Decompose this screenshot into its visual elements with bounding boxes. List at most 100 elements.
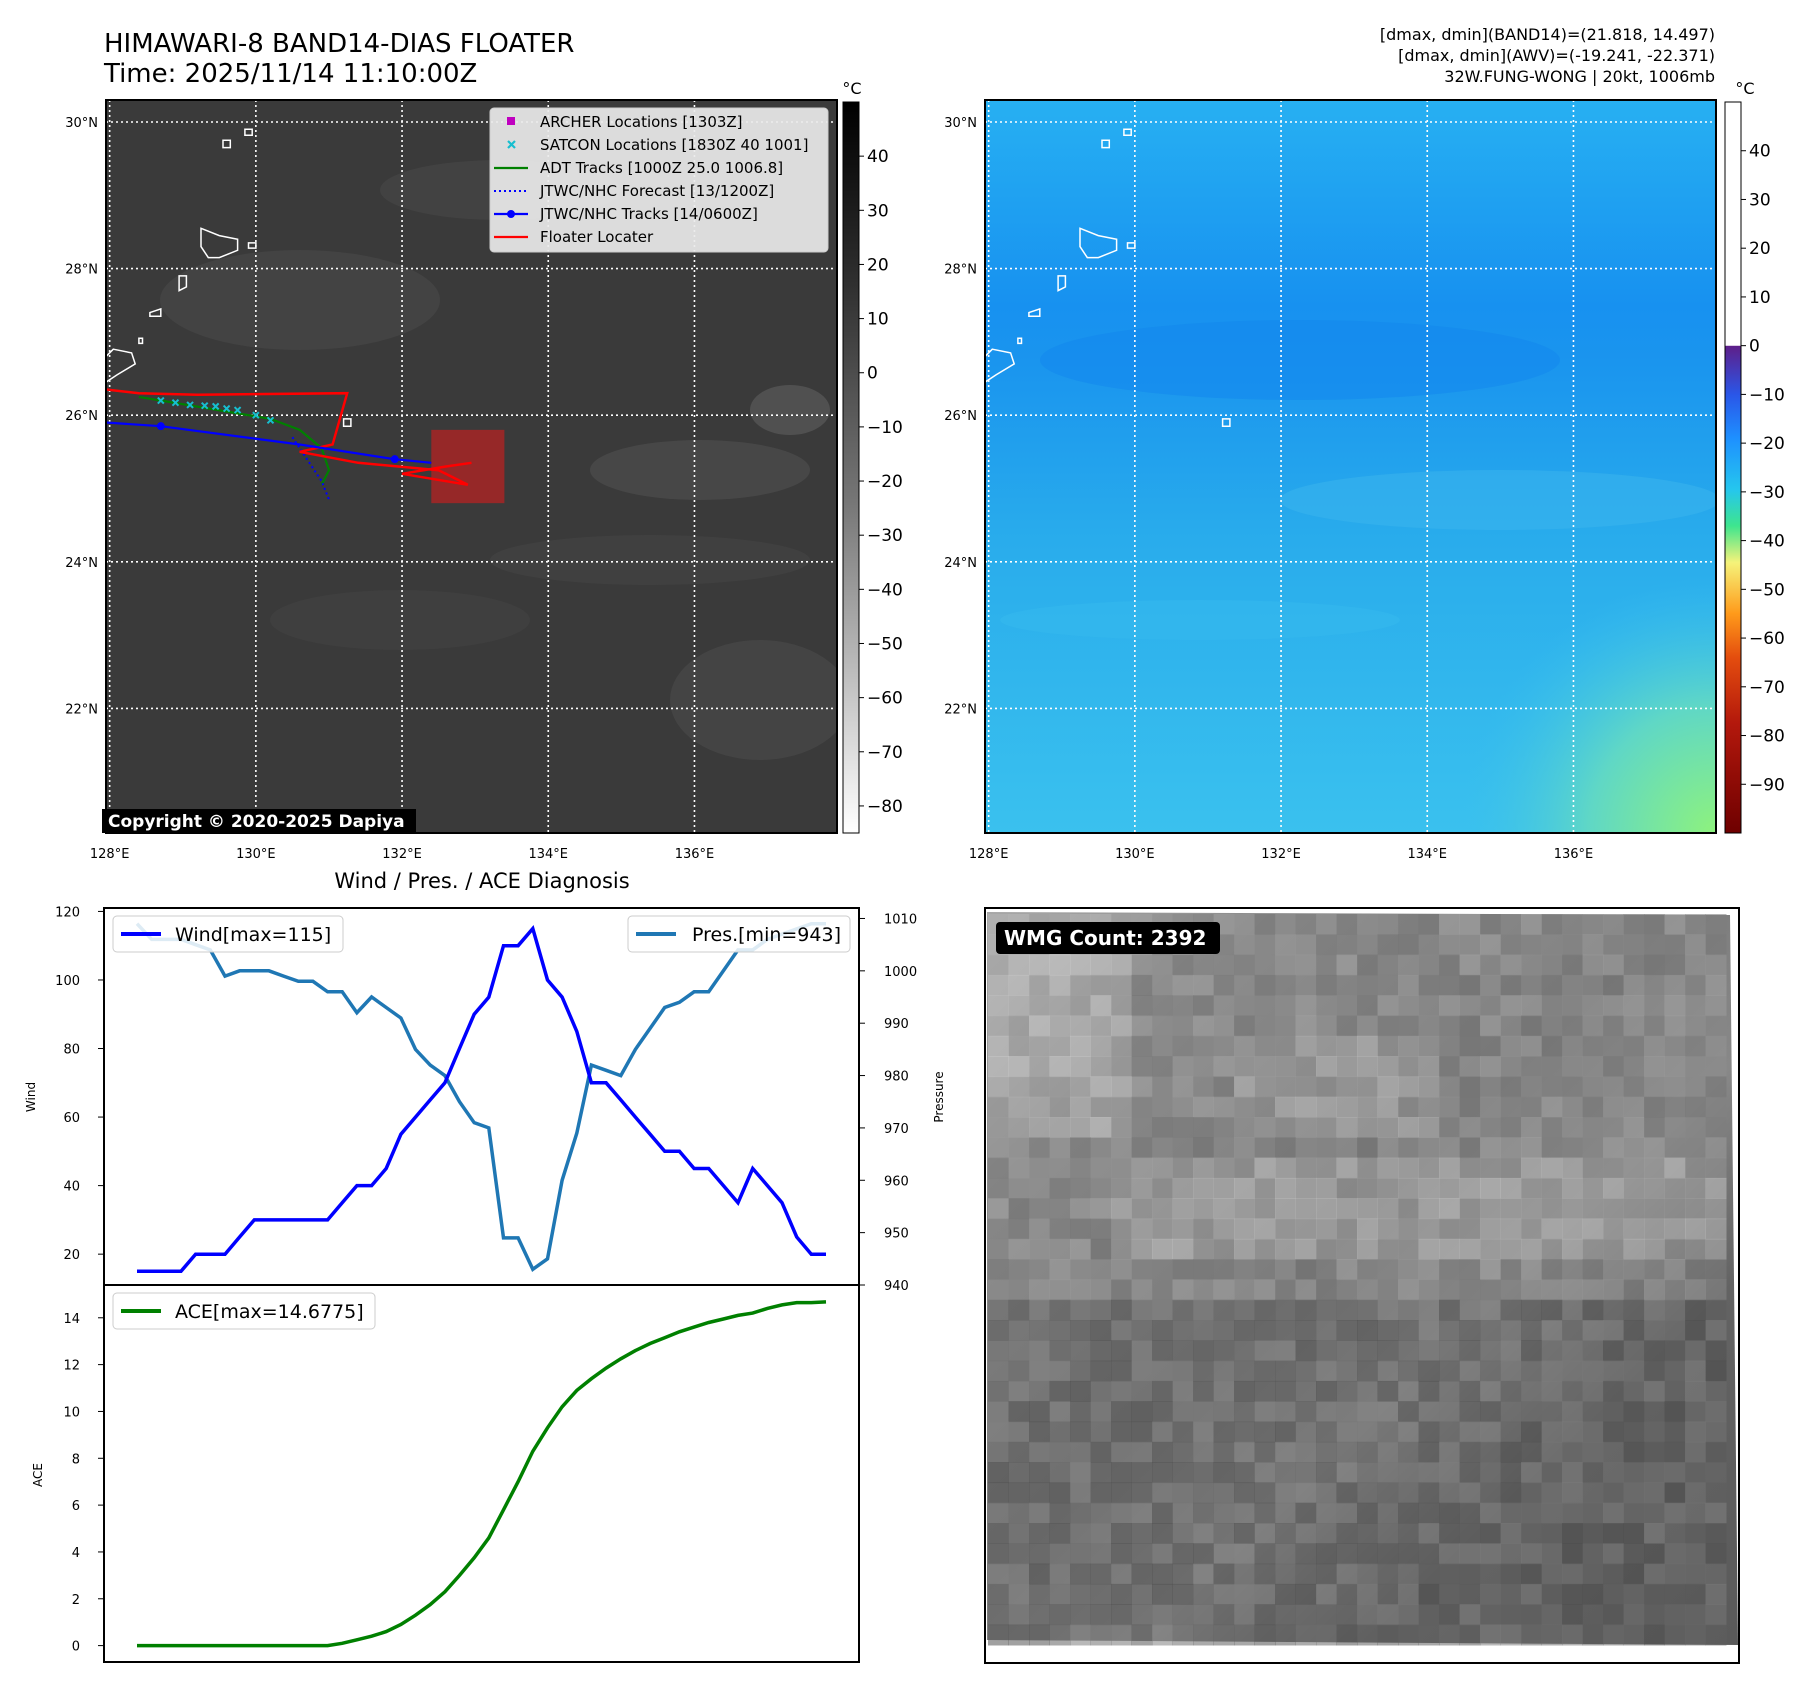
pressure-tick-label: 940: [884, 1279, 909, 1294]
microwave-pixel: [1664, 1096, 1686, 1118]
microwave-pixel: [1234, 1563, 1255, 1585]
microwave-pixel: [1172, 1096, 1194, 1118]
microwave-pixel: [1644, 914, 1665, 935]
microwave-pixel: [1664, 1604, 1686, 1626]
microwave-pixel: [1213, 1279, 1235, 1301]
microwave-pixel: [1541, 1360, 1563, 1382]
wv-gridlines: [985, 100, 1716, 833]
microwave-pixel: [988, 1583, 1009, 1605]
microwave-pixel: [1398, 1117, 1419, 1138]
microwave-pixel: [1193, 1401, 1214, 1423]
ir-lat-label: 28°N: [65, 263, 98, 278]
microwave-pixel: [1623, 1340, 1645, 1362]
microwave-pixel: [1500, 1299, 1522, 1321]
microwave-pixel: [1603, 1117, 1624, 1138]
microwave-pixel: [1357, 1096, 1378, 1118]
microwave-pixel: [988, 1482, 1009, 1504]
microwave-pixel: [1623, 1279, 1645, 1301]
microwave-pixel: [1541, 1157, 1563, 1179]
microwave-pixel: [1111, 1299, 1132, 1321]
microwave-pixel: [1213, 1056, 1235, 1078]
microwave-pixel: [1029, 1177, 1050, 1199]
microwave-pixel: [1439, 1056, 1460, 1078]
microwave-pixel: [1254, 1218, 1276, 1240]
microwave-pixel: [1090, 1421, 1112, 1443]
microwave-pixel: [1111, 1624, 1132, 1646]
microwave-pixel: [1111, 1543, 1132, 1565]
microwave-pixel: [1234, 1441, 1255, 1463]
microwave-pixel: [1398, 1624, 1419, 1646]
microwave-pixel: [1541, 1218, 1563, 1240]
microwave-pixel: [1562, 1056, 1583, 1078]
microwave-pixel: [1008, 1177, 1030, 1199]
microwave-pixel: [1316, 1401, 1337, 1423]
microwave-pixel: [1275, 1157, 1296, 1179]
microwave-pixel: [1295, 1441, 1317, 1463]
colorbar-tick-label: −10: [1749, 385, 1785, 405]
microwave-pixel: [1418, 1177, 1440, 1199]
microwave-pixel: [1603, 1543, 1624, 1565]
microwave-pixel: [1562, 1543, 1583, 1565]
microwave-pixel: [1644, 1035, 1665, 1057]
microwave-pixel: [1316, 1543, 1337, 1565]
microwave-pixel: [1152, 1462, 1173, 1484]
microwave-pixel: [1623, 1502, 1645, 1524]
microwave-pixel: [1090, 1502, 1112, 1524]
microwave-pixel: [1541, 1583, 1563, 1605]
microwave-pixel: [1172, 1279, 1194, 1301]
microwave-pixel: [1254, 1604, 1276, 1626]
microwave-pixel: [1254, 1177, 1276, 1199]
microwave-pixel: [1172, 1157, 1194, 1179]
microwave-pixel: [1152, 1340, 1173, 1362]
microwave-pixel: [1500, 1320, 1522, 1341]
microwave-pixel: [1644, 1137, 1665, 1159]
wv-lon-label: 130°E: [1115, 847, 1155, 862]
satcon-point: [200, 401, 209, 410]
microwave-pixel: [1664, 974, 1686, 996]
ir-colorbar-ticks: 40 30 20 10 0 −10 −20 −30 −40 −50 −60 −70 −80: [859, 147, 903, 817]
colorbar-tick-label: −40: [867, 580, 903, 600]
microwave-pixel: [1029, 1563, 1050, 1585]
microwave-pixel: [1439, 1096, 1460, 1118]
microwave-pixel: [1357, 1320, 1378, 1341]
microwave-pixel: [1582, 1015, 1604, 1037]
microwave-pixel: [1480, 974, 1501, 996]
microwave-pixel: [1644, 1523, 1665, 1544]
microwave-pixel: [1439, 995, 1460, 1017]
microwave-pixel: [1090, 1482, 1112, 1504]
microwave-pixel: [1398, 1563, 1419, 1585]
microwave-pixel: [1459, 1259, 1481, 1281]
microwave-pixel: [1480, 914, 1501, 935]
microwave-pixel: [1664, 1401, 1686, 1423]
microwave-pixel: [1357, 1056, 1378, 1078]
microwave-pixel: [1070, 1462, 1091, 1484]
microwave-frame: [984, 907, 1740, 1664]
ir-lon-label: 128°E: [90, 847, 130, 862]
ace-axis-ticks: 0 2 4 6 8 10 12 14: [63, 1312, 104, 1655]
microwave-pixel: [1398, 1320, 1419, 1341]
microwave-pixel: [1521, 995, 1542, 1017]
microwave-pixel: [1029, 1279, 1050, 1301]
microwave-pixel: [1131, 1035, 1153, 1057]
legend-label: Floater Locater: [540, 228, 654, 246]
microwave-pixel: [1398, 1198, 1419, 1220]
microwave-pixel: [1316, 1380, 1337, 1402]
microwave-pixel: [1418, 1299, 1440, 1321]
microwave-pixel: [1377, 1583, 1399, 1605]
microwave-pixel: [1152, 1218, 1173, 1240]
microwave-pixel: [1439, 1604, 1460, 1626]
microwave-pixel: [1234, 1604, 1255, 1626]
microwave-pixel: [1582, 1502, 1604, 1524]
microwave-pixel: [1008, 1401, 1030, 1423]
microwave-pixel: [1418, 1624, 1440, 1646]
microwave-pixel: [1234, 1279, 1255, 1301]
microwave-pixel: [988, 1259, 1009, 1281]
ace-tick-label: 0: [72, 1640, 80, 1655]
microwave-pixel: [1562, 1340, 1583, 1362]
microwave-pixel: [1234, 1299, 1255, 1321]
microwave-pixel: [1029, 1340, 1050, 1362]
microwave-pixel: [1029, 1259, 1050, 1281]
satcon-point: [211, 402, 220, 411]
microwave-pixel: [988, 1096, 1009, 1118]
microwave-pixel: [1418, 974, 1440, 996]
